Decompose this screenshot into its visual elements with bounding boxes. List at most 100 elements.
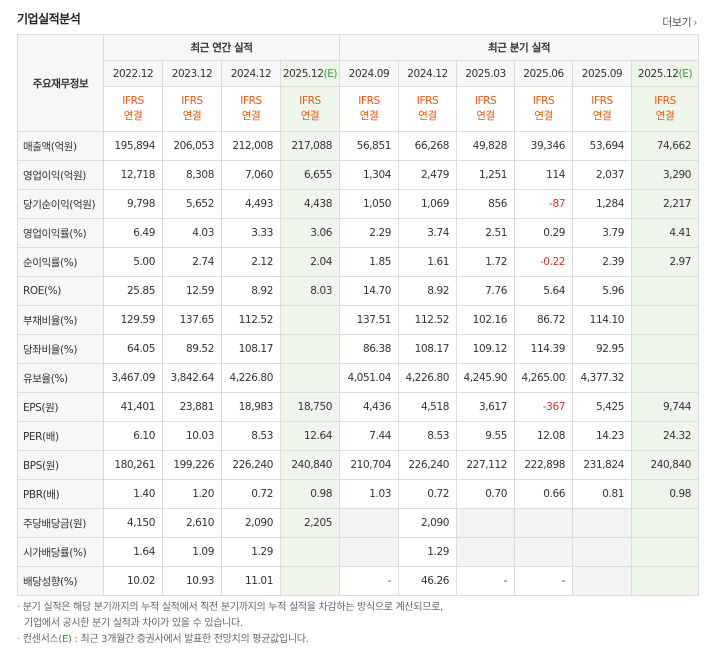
footnotes: · 분기 실적은 해당 분기까지의 누적 실적에서 직전 분기까지의 누적 실적… (17, 600, 443, 648)
ifrs-label: IFRS (299, 95, 321, 107)
table-row: 당기순이익(억원) 9,798 5,652 4,493 4,438 1,050 1,069 8… (17, 189, 700, 219)
table-row: 당좌비율(%) 64.05 89.52 108.17 86.38 108.17 109.12… (17, 334, 700, 364)
table-row: 배당성향(%) 10.02 10.93 11.01-46.26- - (17, 566, 700, 596)
table-cell: 226,240 (398, 450, 458, 480)
consolidated-label: 연결 (300, 110, 320, 122)
table-cell: 199,226 (162, 450, 222, 480)
table-cell: 2.29 (339, 218, 400, 248)
row-label: 당기순이익(억원) (17, 189, 104, 219)
table-cell: 14.23 (572, 421, 633, 451)
period-header: 2024.12 (398, 60, 458, 87)
ifrs-basis-cell: IFRS 연결 (514, 86, 574, 132)
table-cell: 14.70 (339, 276, 400, 306)
table-cell: 3.06 (279, 218, 341, 248)
period-header: 2024.12 (221, 60, 281, 87)
table-cell: 2.04 (279, 247, 341, 277)
more-link[interactable]: 더보기 › (662, 14, 697, 30)
table-cell: 137.51 (339, 305, 400, 335)
table-cell: 210,704 (339, 450, 400, 480)
table-cell (514, 508, 574, 538)
table-cell: 102.16 (456, 305, 516, 335)
table-cell: 240,840 (279, 450, 341, 480)
table-cell: 9,798 (103, 189, 163, 219)
table-cell: 86.72 (514, 305, 574, 335)
table-cell: 0.81 (572, 479, 633, 509)
table-cell (279, 566, 341, 596)
table-cell: 4,051.04 (339, 363, 400, 393)
table-cell: 1.61 (398, 247, 458, 277)
period-label: 2025.12 (637, 67, 679, 80)
row-label: BPS(원) (17, 450, 104, 480)
table-cell: 8,308 (162, 160, 222, 190)
table-cell: 66,268 (398, 131, 458, 161)
table-cell: 3,290 (631, 160, 700, 190)
table-row: EPS(원) 41,401 23,881 18,983 18,750 4,436 4,518… (17, 392, 700, 422)
table-cell: -367 (514, 392, 574, 422)
table-row: 순이익률(%) 5.00 2.74 2.12 2.04 1.85 1.61 1.72 -0.22… (17, 247, 700, 277)
table-cell: 8.53 (221, 421, 281, 451)
period-header: 2024.09 (339, 60, 400, 87)
consolidated-label: 연결 (418, 110, 437, 122)
table-cell (631, 334, 700, 364)
row-label: EPS(원) (17, 392, 104, 422)
ifrs-label: IFRS (416, 95, 439, 107)
table-row: ROE(%) 25.85 12.59 8.92 8.03 14.70 8.92 7.76 5.6… (17, 276, 700, 306)
table-cell: 3,467.09 (103, 363, 163, 393)
table-cell: 226,240 (221, 450, 281, 480)
table-cell: 74,662 (631, 131, 700, 161)
table-cell: 3,617 (456, 392, 516, 422)
row-label: 부채비율(%) (17, 305, 104, 335)
table-cell: 1.40 (103, 479, 163, 509)
table-cell: 9,744 (631, 392, 700, 422)
table-cell: 6.10 (103, 421, 163, 451)
table-cell: 0.72 (398, 479, 458, 509)
period-label: 2025.03 (465, 67, 506, 80)
consolidated-label: 연결 (182, 110, 202, 122)
row-label: 주당배당금(원) (17, 508, 104, 538)
footnote-1: · 분기 실적은 해당 분기까지의 누적 실적에서 직전 분기까지의 누적 실적… (17, 602, 443, 613)
ifrs-basis-cell: IFRS 연결 (279, 86, 341, 132)
ifrs-label: IFRS (181, 95, 203, 107)
period-label: 2024.12 (407, 67, 448, 80)
table-cell: 64.05 (103, 334, 163, 364)
table-cell: 4.41 (631, 218, 700, 248)
table-cell (631, 508, 700, 538)
ifrs-basis-cell: IFRS 연결 (631, 86, 700, 132)
table-cell: 1.29 (221, 537, 281, 567)
annual-group-header: 최근 연간 실적 (102, 34, 341, 61)
table-cell: 2.51 (456, 218, 516, 248)
consolidated-label: 연결 (359, 110, 379, 122)
row-label: 영업이익(억원) (17, 160, 104, 190)
table-cell: 1.03 (339, 479, 400, 509)
table-cell: 1,251 (456, 160, 516, 190)
consolidated-label: 연결 (655, 110, 675, 122)
table-cell: 5.00 (103, 247, 163, 277)
table-cell: 12.08 (514, 421, 574, 451)
table-cell: -87 (514, 189, 574, 219)
table-cell: 18,983 (221, 392, 281, 422)
row-header-label: 주요재무정보 (17, 34, 104, 132)
table-cell: 1.09 (162, 537, 222, 567)
table-cell (279, 537, 341, 567)
table-cell: 114.39 (514, 334, 574, 364)
table-cell: 24.32 (631, 421, 700, 451)
table-cell: 114.10 (572, 305, 633, 335)
period-label: 2025.06 (523, 67, 564, 80)
table-cell: - (456, 566, 516, 596)
row-label: 유보율(%) (17, 363, 104, 393)
table-cell (631, 363, 700, 393)
table-row: PER(배) 6.10 10.03 8.53 12.64 7.44 8.53 9.55 12.0… (17, 421, 700, 451)
table-cell (456, 537, 516, 567)
table-cell: 49,828 (456, 131, 516, 161)
table-row: 주당배당금(원) 4,150 2,610 2,090 2,205 2,090 (17, 508, 700, 538)
table-cell: 4,265.00 (514, 363, 574, 393)
table-cell: 10.02 (103, 566, 163, 596)
table-cell: 23,881 (162, 392, 222, 422)
table-cell: 112.52 (221, 305, 281, 335)
period-header: 2025.12(E) (631, 60, 700, 87)
table-row: 부채비율(%) 129.59 137.65 112.52 137.51 112.52 102… (17, 305, 700, 335)
more-label: 더보기 (662, 16, 692, 29)
table-cell: 206,053 (162, 131, 222, 161)
table-cell: - (514, 566, 574, 596)
